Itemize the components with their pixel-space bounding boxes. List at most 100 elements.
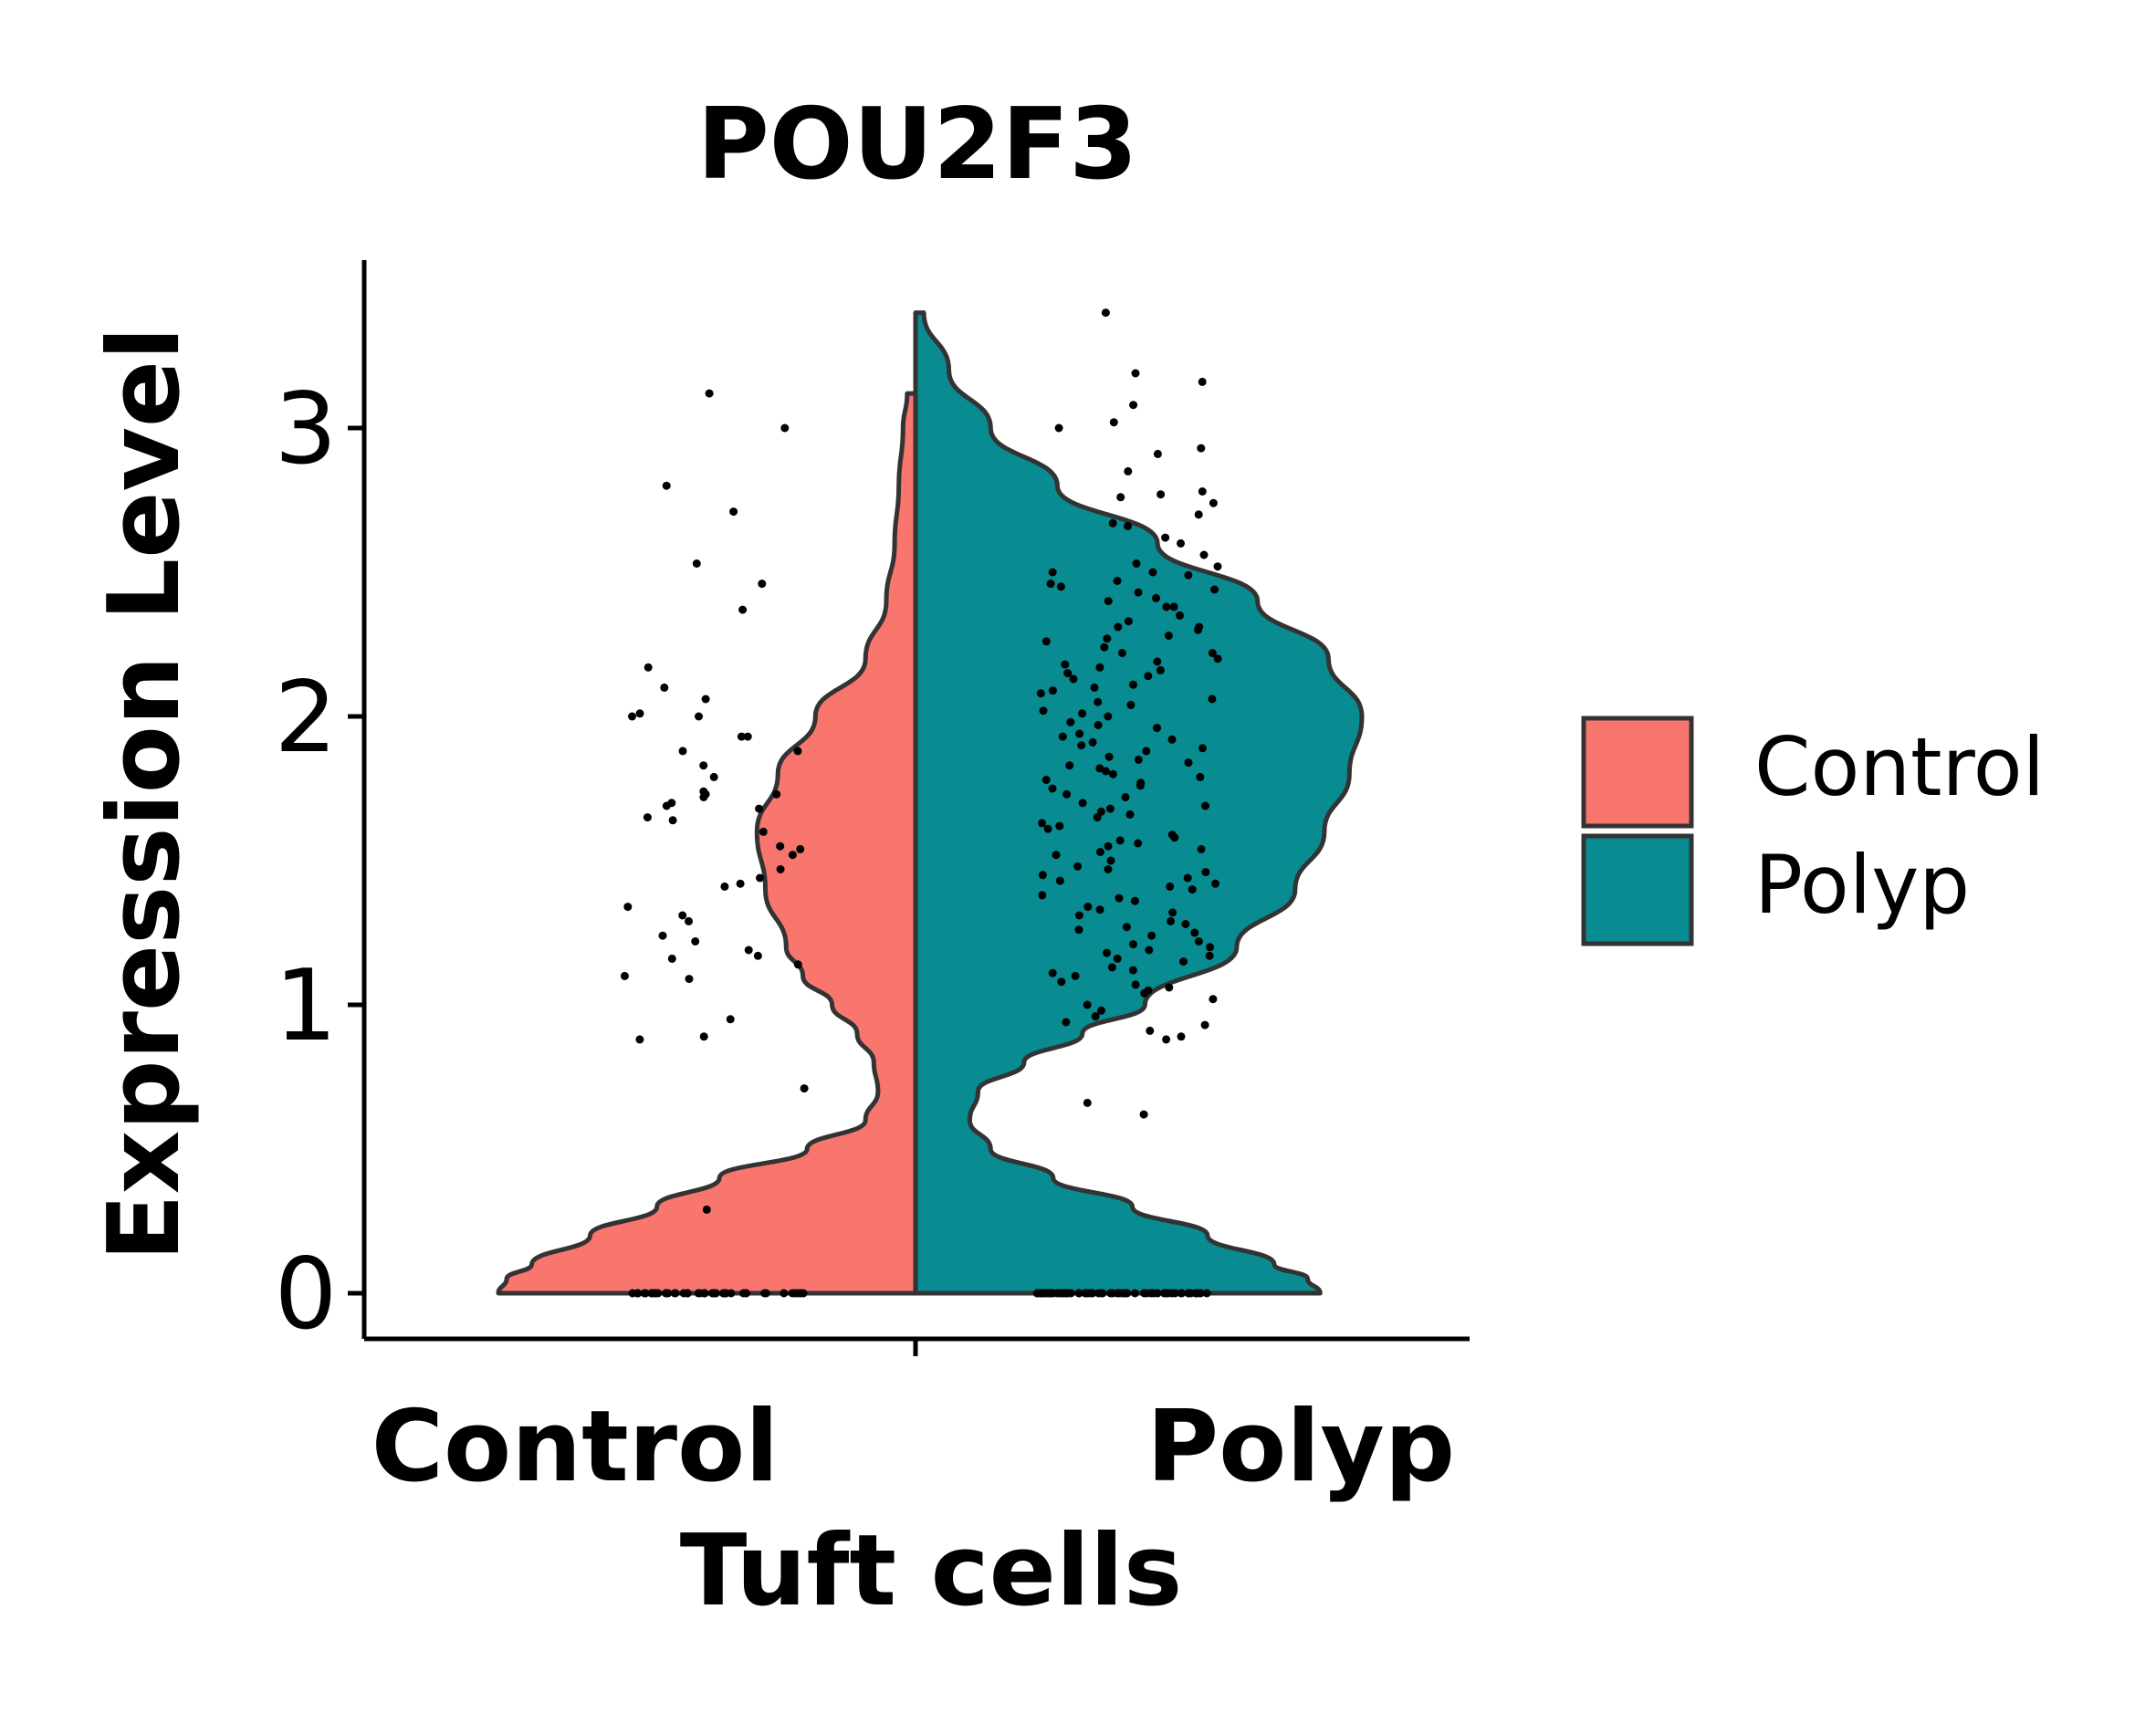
- point-control: [699, 793, 708, 801]
- point-polyp: [1057, 977, 1066, 987]
- point-polyp: [1117, 649, 1126, 657]
- point-polyp: [1131, 369, 1140, 378]
- point-polyp: [1177, 1289, 1186, 1298]
- point-polyp: [1078, 799, 1087, 808]
- point-polyp: [1095, 764, 1104, 773]
- x-tick-label: Control: [372, 1390, 779, 1504]
- point-polyp: [1104, 597, 1113, 606]
- point-polyp: [1046, 580, 1055, 589]
- point-polyp: [1090, 683, 1099, 692]
- point-control: [755, 804, 764, 813]
- point-polyp: [1129, 680, 1137, 689]
- point-control: [633, 1289, 643, 1298]
- point-control: [796, 844, 805, 853]
- point-polyp: [1096, 807, 1105, 816]
- x-axis-label: Tuft cells: [680, 1514, 1183, 1628]
- point-polyp: [1122, 923, 1131, 932]
- point-polyp: [1083, 1000, 1092, 1009]
- point-polyp: [1209, 995, 1218, 1004]
- x-tick-label: Polyp: [1146, 1390, 1455, 1504]
- point-polyp: [1126, 700, 1136, 709]
- point-polyp: [1101, 308, 1110, 318]
- point-polyp: [1098, 1289, 1107, 1298]
- point-polyp: [1105, 804, 1115, 813]
- point-polyp: [1139, 1110, 1148, 1119]
- point-polyp: [1201, 868, 1210, 877]
- legend: Control Polyp: [1581, 716, 2045, 946]
- point-control: [738, 605, 748, 614]
- point-polyp: [1066, 717, 1075, 726]
- point-polyp: [1198, 487, 1207, 496]
- point-control: [647, 1289, 656, 1298]
- point-polyp: [1129, 940, 1137, 949]
- point-control: [643, 813, 652, 822]
- point-polyp: [1198, 377, 1207, 386]
- point-polyp: [1197, 444, 1206, 453]
- point-control: [772, 789, 781, 799]
- point-polyp: [1052, 851, 1061, 860]
- point-polyp: [1167, 735, 1177, 744]
- point-control: [695, 712, 703, 721]
- point-polyp: [1131, 980, 1140, 989]
- point-polyp: [1184, 758, 1193, 768]
- y-tick-label: 0: [275, 1238, 338, 1352]
- point-polyp: [1038, 1289, 1047, 1298]
- point-polyp: [1163, 1289, 1172, 1298]
- point-control: [780, 423, 790, 433]
- point-polyp: [1045, 1289, 1054, 1298]
- point-control: [718, 1289, 727, 1298]
- point-control: [793, 960, 802, 969]
- point-polyp: [1130, 1289, 1139, 1298]
- point-control: [641, 1289, 650, 1298]
- point-polyp: [1200, 1020, 1209, 1029]
- y-tick-label: 1: [275, 949, 338, 1063]
- point-polyp: [1039, 706, 1048, 716]
- point-polyp: [1148, 568, 1157, 577]
- point-polyp: [1108, 518, 1117, 528]
- point-polyp: [1038, 891, 1047, 900]
- point-control: [780, 1289, 789, 1298]
- point-polyp: [1091, 1012, 1100, 1021]
- point-polyp: [1162, 1035, 1171, 1044]
- point-control: [644, 663, 653, 672]
- point-polyp: [1082, 1289, 1091, 1298]
- point-polyp: [1195, 622, 1204, 632]
- point-polyp: [1134, 839, 1143, 848]
- point-polyp: [1065, 761, 1074, 770]
- point-polyp: [1104, 712, 1113, 721]
- point-control: [635, 1035, 644, 1044]
- point-polyp: [1152, 593, 1160, 602]
- point-polyp: [1109, 418, 1118, 427]
- point-polyp: [1055, 821, 1064, 831]
- point-polyp: [1106, 856, 1115, 865]
- point-polyp: [1114, 622, 1123, 632]
- point-polyp: [1165, 983, 1174, 992]
- point-polyp: [1124, 617, 1133, 626]
- point-polyp: [1094, 697, 1103, 706]
- point-polyp: [1146, 1026, 1155, 1035]
- point-control: [662, 801, 671, 810]
- point-polyp: [1144, 986, 1153, 995]
- point-control: [699, 1032, 708, 1041]
- point-control: [667, 954, 676, 963]
- x-axis-ticks: Control Polyp: [372, 1339, 1455, 1504]
- point-control: [700, 1289, 709, 1298]
- point-polyp: [1113, 1289, 1122, 1298]
- point-polyp: [1168, 908, 1177, 917]
- point-polyp: [1038, 871, 1047, 880]
- point-polyp: [1199, 550, 1209, 559]
- point-control: [623, 903, 633, 912]
- point-polyp: [1201, 801, 1209, 810]
- legend-label-polyp: Polyp: [1754, 838, 1970, 932]
- point-control: [702, 1205, 711, 1214]
- point-polyp: [1036, 689, 1045, 698]
- point-polyp: [1142, 1289, 1151, 1298]
- point-polyp: [1113, 954, 1122, 963]
- point-polyp: [1121, 793, 1130, 801]
- point-polyp: [1190, 928, 1199, 937]
- point-polyp: [1153, 657, 1162, 666]
- point-polyp: [1134, 588, 1143, 597]
- point-control: [756, 873, 764, 883]
- point-polyp: [1056, 582, 1065, 591]
